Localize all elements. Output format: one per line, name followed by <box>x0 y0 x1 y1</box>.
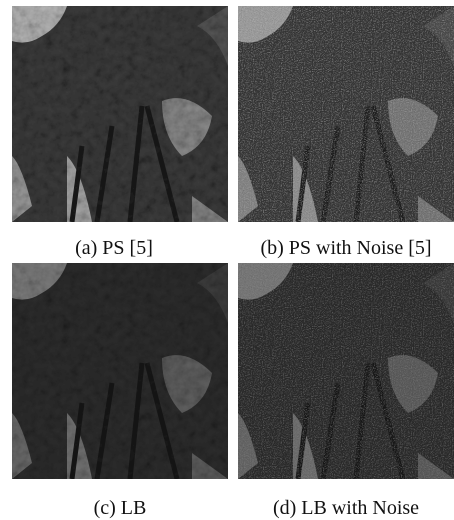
caption: (b) PS with Noise [5] <box>260 237 431 259</box>
panel-d-image <box>238 263 454 479</box>
caption: (d) LB with Noise <box>273 497 419 519</box>
caption: (a) PS [5] <box>75 237 153 259</box>
panel-a-image <box>12 6 228 222</box>
caption: (c) LB <box>94 497 147 519</box>
panel-c-image <box>12 263 228 479</box>
figure: (a) PS [5] (b) PS with Noise [5] (c) LB … <box>0 0 454 520</box>
panel-b-image <box>238 6 454 222</box>
